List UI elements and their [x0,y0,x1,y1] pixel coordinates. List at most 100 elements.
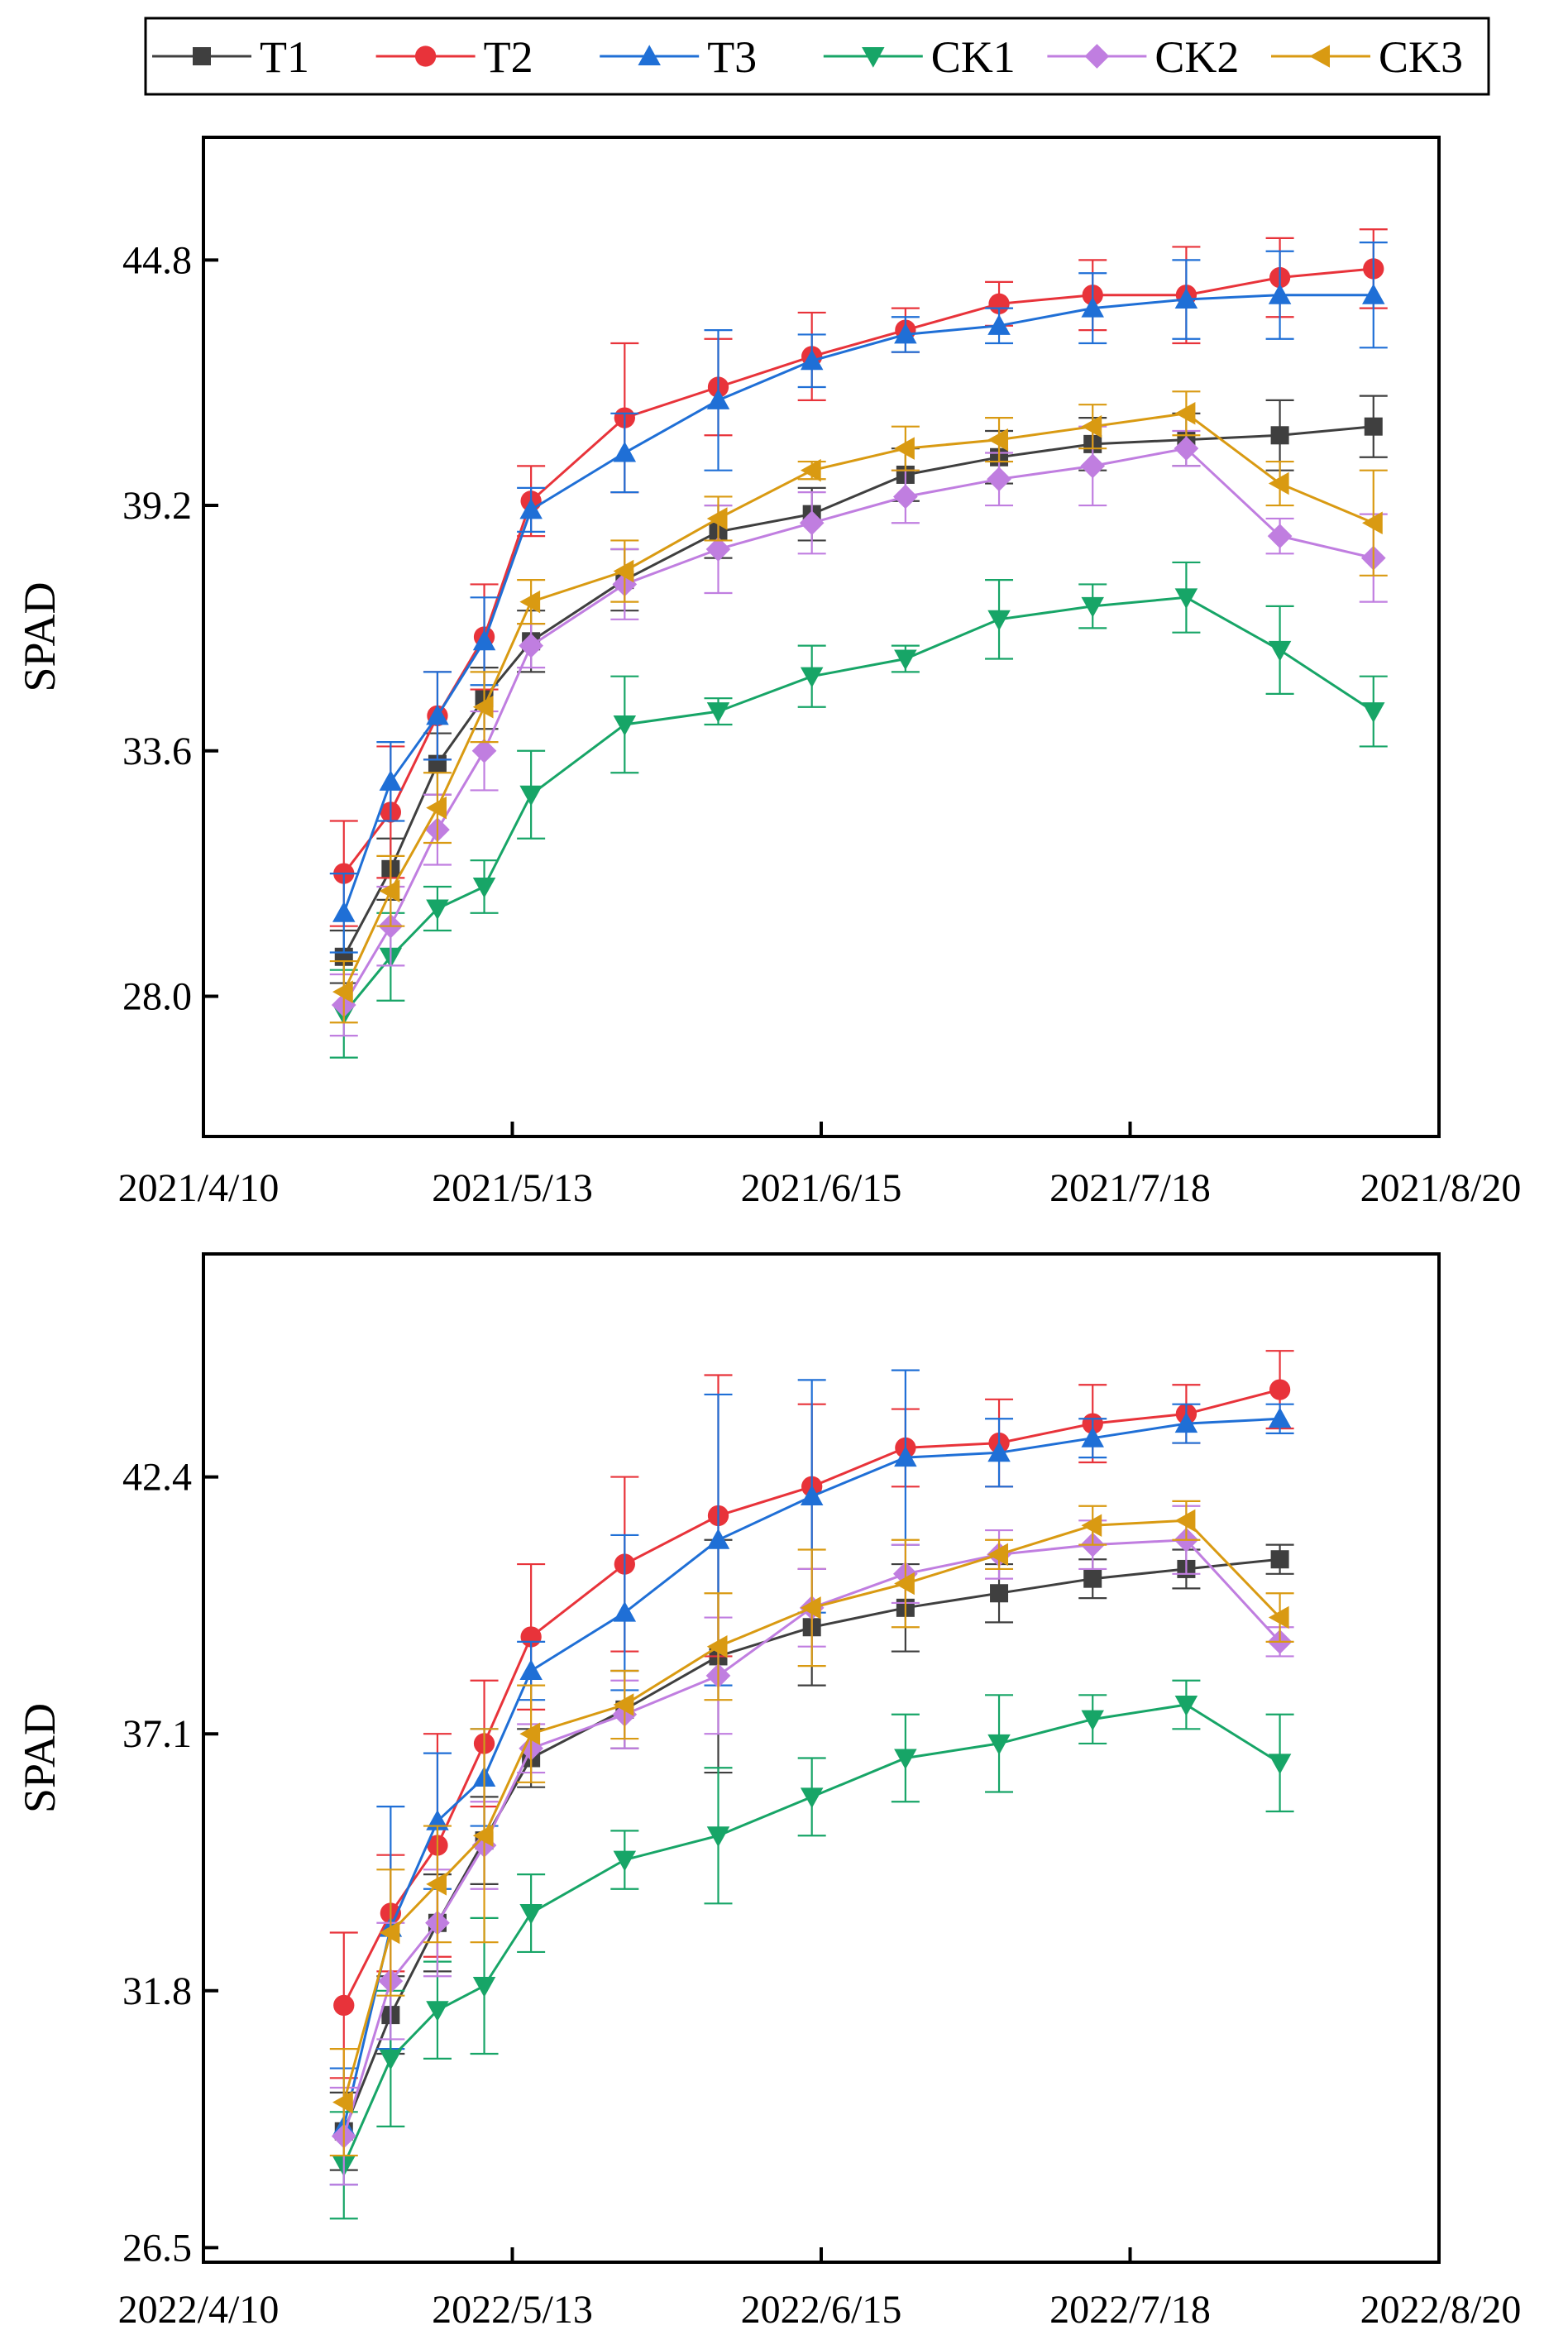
data-point-ck3 [1174,1509,1196,1533]
data-point-t3 [1081,296,1104,318]
series-line-ck3 [342,412,1374,993]
data-point-ck3 [613,559,634,583]
x-tick-label: 2021/6/15 [741,1166,902,1210]
data-point-ck3 [613,1693,634,1716]
data-point-ck1 [1362,702,1385,723]
data-point-ck3 [1268,471,1289,495]
data-point-ck3 [379,879,400,903]
data-point-ck3 [519,590,541,614]
data-point-t3 [1362,283,1385,304]
data-point-ck3 [706,507,728,530]
legend-entry-t3: T3 [600,32,757,82]
data-point-t3 [894,1446,917,1467]
data-point-ck3 [987,1543,1009,1567]
data-point-t3 [706,1529,730,1549]
data-point-t2 [333,1994,355,2017]
x-tick-label: 2021/8/20 [1360,1166,1522,1210]
data-point-ck1 [800,667,824,688]
data-point-t1 [990,1584,1009,1603]
data-point-t1 [1270,1550,1289,1569]
data-point-t1 [1083,1569,1102,1588]
legend-entry-ck1: CK1 [823,32,1016,82]
legend-marker-ck2 [1084,44,1110,69]
y-tick-label: 33.6 [122,730,192,773]
legend: T1 T2 T3 CK1 CK2 CK3 [144,17,1490,96]
legend-box [144,17,1490,96]
legend-marker-ck3 [1309,45,1330,68]
data-point-ck1 [987,1734,1011,1755]
data-point-t3 [800,1485,824,1506]
data-point-ck3 [1362,511,1383,534]
data-point-t3 [613,1601,637,1622]
data-point-ck1 [613,715,637,736]
data-point-t3 [1174,1412,1198,1433]
data-point-t3 [706,389,730,409]
x-tick-label: 2022/8/20 [1360,2288,1522,2332]
series-line-ck1 [342,596,1374,1015]
data-point-ck2 [471,738,497,763]
data-point-ck1 [987,610,1011,631]
data-point-ck3 [332,2090,353,2114]
data-point-ck2 [705,537,731,562]
x-tick-label: 2022/4/10 [118,2288,280,2332]
y-tick-label: 42.4 [122,1456,192,1500]
legend-label-t3: T3 [707,32,757,82]
data-point-ck2 [987,467,1011,492]
legend-label-ck3: CK3 [1379,32,1463,82]
data-point-t1 [1364,417,1383,436]
data-point-t3 [519,1659,543,1681]
data-point-t3 [894,323,917,344]
data-point-t3 [987,314,1011,335]
legend-entry-ck3: CK3 [1271,32,1463,82]
data-point-ck2 [1174,436,1199,462]
data-point-ck1 [706,702,730,723]
legend-marker-t3 [638,45,661,65]
data-point-ck3 [1268,1605,1289,1629]
data-point-ck2 [1267,524,1293,548]
data-point-ck2 [519,633,543,658]
data-point-ck1 [1268,1754,1292,1775]
data-point-ck3 [706,1634,728,1658]
y-tick-label: 37.1 [122,1712,192,1756]
legend-entry-t2: T2 [375,32,533,82]
series-line-t1 [342,425,1374,958]
data-point-ck2 [1080,453,1106,479]
data-point-ck1 [1081,1710,1104,1731]
legend-label-t1: T1 [260,32,309,82]
data-point-ck3 [379,1921,400,1945]
data-point-ck3 [800,458,821,482]
legend-marker-t1 [193,47,211,65]
data-point-ck1 [800,1787,824,1809]
x-tick-label: 2021/4/10 [118,1166,280,1210]
data-point-ck1 [1174,588,1198,610]
data-point-t3 [1268,283,1292,304]
x-tick-label: 2022/7/18 [1049,2288,1211,2332]
data-point-ck1 [426,899,449,921]
data-point-t3 [800,349,824,371]
data-point-t3 [1268,1407,1292,1428]
data-point-ck1 [1174,1696,1198,1716]
data-point-ck1 [613,1850,637,1872]
data-point-ck1 [472,1976,496,1998]
series-ck3 [329,390,1388,1024]
data-point-ck3 [894,437,915,460]
data-point-ck2 [799,510,825,536]
data-point-t2 [1269,1379,1291,1400]
legend-entry-t1: T1 [152,32,309,82]
data-point-ck1 [1081,596,1104,618]
data-point-t3 [519,498,543,519]
series-ck2 [329,425,1388,1037]
data-point-ck3 [472,696,494,719]
legend-marker-ck1 [862,47,885,68]
data-point-ck3 [519,1722,541,1745]
chart-panel-2: 26.5 31.8 37.1 42.4 2022/4/10 2022/5/13 2022/6… [15,1252,1522,2332]
data-point-ck1 [379,2049,403,2070]
data-point-ck1 [519,1904,543,1925]
data-point-t3 [613,441,637,462]
series-t2 [329,228,1388,927]
x-tick-label: 2021/7/18 [1049,1166,1211,1210]
data-point-ck3 [1174,402,1196,425]
x-tick-label: 2021/5/13 [432,1166,593,1210]
data-point-ck1 [706,1826,730,1848]
